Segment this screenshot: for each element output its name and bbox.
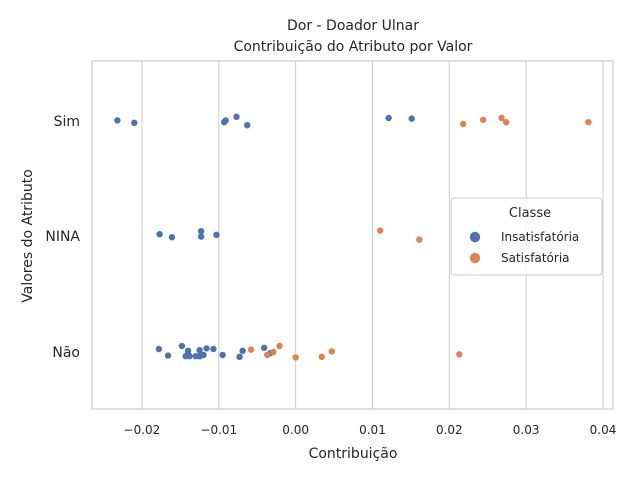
data-point-insatisfatoria [197, 228, 205, 235]
data-point-satisfatoria [498, 114, 505, 122]
data-point-satisfatoria [318, 353, 325, 360]
data-point-insatisfatoria [114, 117, 121, 124]
data-point-satisfatoria [270, 348, 277, 356]
data-point-insatisfatoria [219, 351, 226, 359]
data-points [114, 113, 592, 361]
data-point-satisfatoria [479, 116, 487, 124]
legend-label-insatisfatoria: Insatisfatória [501, 230, 579, 244]
legend-title: Classe [509, 206, 551, 221]
data-point-insatisfatoria [210, 345, 217, 353]
data-point-insatisfatoria [184, 350, 192, 357]
chart-title: Dor - Doador Ulnar [287, 18, 419, 34]
data-point-satisfatoria [376, 227, 384, 234]
data-point-satisfatoria [585, 119, 592, 126]
y-ticks: Sim NINA Não [45, 114, 80, 361]
data-point-insatisfatoria [200, 351, 207, 359]
data-point-insatisfatoria [131, 119, 138, 127]
data-point-insatisfatoria [164, 352, 172, 359]
x-tick-label: 0.04 [590, 423, 617, 437]
x-tick-label: −0.02 [124, 423, 161, 437]
y-tick-label: Não [52, 345, 80, 361]
data-point-satisfatoria [502, 119, 510, 126]
data-point-insatisfatoria [222, 117, 229, 124]
data-point-insatisfatoria [197, 233, 205, 240]
legend: Classe Insatisfatória Satisfatória [450, 197, 603, 276]
data-point-satisfatoria [264, 351, 271, 359]
data-point-insatisfatoria [168, 234, 176, 241]
data-point-insatisfatoria [178, 342, 186, 350]
data-point-satisfatoria [459, 120, 467, 128]
data-point-satisfatoria [456, 351, 463, 358]
x-tick-label: 0.03 [513, 423, 540, 437]
data-point-satisfatoria [247, 346, 255, 353]
data-point-insatisfatoria [408, 115, 415, 122]
data-point-insatisfatoria [244, 122, 251, 129]
y-axis-label: Valores do Atributo [20, 169, 36, 303]
x-tick-label: 0.00 [282, 423, 309, 437]
y-tick-label: NINA [45, 229, 80, 245]
data-point-insatisfatoria [239, 347, 246, 354]
x-tick-label: −0.01 [200, 423, 237, 437]
data-point-insatisfatoria [260, 344, 268, 351]
x-tick-label: 0.01 [359, 423, 386, 437]
data-point-satisfatoria [416, 236, 423, 243]
chart-title-group: Dor - Doador Ulnar Contribuição do Atrib… [234, 18, 473, 55]
legend-marker-insatisfatoria [469, 231, 481, 243]
legend-box [450, 197, 603, 276]
data-point-insatisfatoria [196, 347, 203, 354]
legend-marker-satisfatoria [469, 252, 481, 264]
x-ticks: −0.02 −0.01 0.00 0.01 0.02 0.03 0.04 [124, 423, 617, 437]
data-point-satisfatoria [328, 348, 335, 355]
legend-label-satisfatoria: Satisfatória [501, 251, 570, 265]
data-point-insatisfatoria [236, 353, 243, 360]
x-axis-label: Contribuição [309, 446, 398, 462]
data-point-satisfatoria [276, 342, 283, 350]
data-point-insatisfatoria [203, 345, 210, 352]
data-point-insatisfatoria [233, 113, 240, 121]
x-tick-label: 0.02 [436, 423, 463, 437]
chart-subtitle: Contribuição do Atributo por Valor [234, 39, 473, 55]
data-point-insatisfatoria [213, 231, 220, 238]
data-point-insatisfatoria [155, 345, 163, 353]
data-point-satisfatoria [292, 354, 299, 361]
y-tick-label: Sim [54, 114, 80, 130]
data-point-insatisfatoria [156, 231, 163, 238]
data-point-insatisfatoria [385, 114, 392, 122]
